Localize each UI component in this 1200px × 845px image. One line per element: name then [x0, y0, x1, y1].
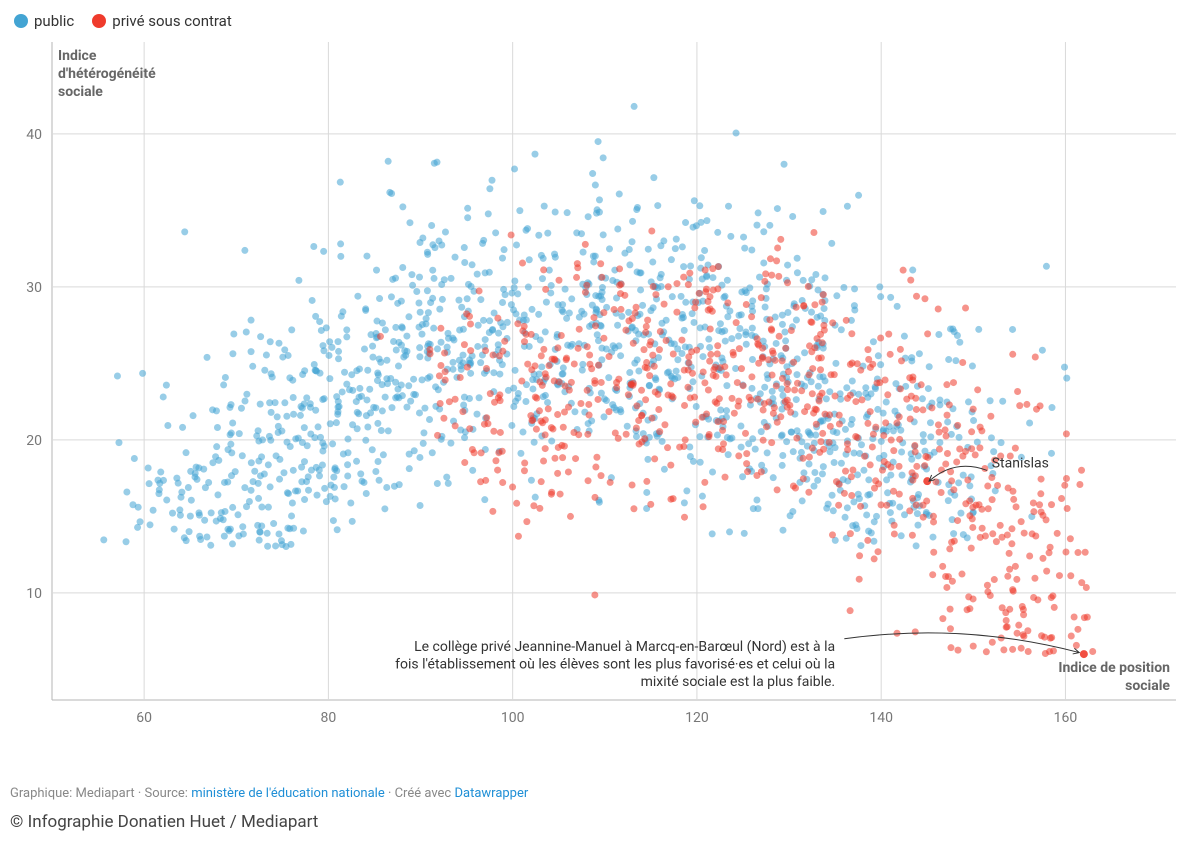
legend: public privé sous contrat	[14, 12, 232, 30]
legend-swatch-public	[14, 14, 28, 28]
svg-text:30: 30	[26, 280, 42, 296]
svg-text:40: 40	[26, 127, 42, 143]
footer-credit: Graphique: Mediapart · Source: ministère…	[10, 786, 528, 801]
copyright: © Infographie Donatien Huet / Mediapart	[10, 812, 318, 832]
svg-text:Indiced'hétérogénéitésociale: Indiced'hétérogénéitésociale	[58, 48, 156, 100]
tool-link[interactable]: Datawrapper	[454, 786, 528, 801]
legend-label-prive: privé sous contrat	[112, 12, 231, 30]
scatter-plot: 60 80 100 120 140 160 10 20 30 40 Indiced'hétérogé…	[12, 38, 1188, 756]
svg-text:Stanislas: Stanislas	[992, 455, 1049, 471]
chart-wrapper: public privé sous contrat 60 80 100 120 140 1…	[0, 0, 1200, 845]
legend-item-public: public	[14, 12, 74, 30]
source-link[interactable]: ministère de l'éducation nationale	[191, 786, 385, 801]
svg-text:140: 140	[869, 710, 893, 726]
svg-text:80: 80	[321, 710, 337, 726]
svg-text:20: 20	[26, 433, 42, 449]
svg-text:160: 160	[1054, 710, 1078, 726]
footer-prefix: Graphique: Mediapart · Source:	[10, 786, 191, 801]
legend-label-public: public	[34, 12, 74, 30]
svg-text:120: 120	[685, 710, 709, 726]
legend-swatch-prive	[92, 14, 106, 28]
footer-middle: · Créé avec	[385, 786, 455, 801]
svg-text:Indice de positionsociale: Indice de positionsociale	[1058, 660, 1170, 694]
legend-item-prive: privé sous contrat	[92, 12, 231, 30]
svg-text:100: 100	[501, 710, 525, 726]
svg-text:10: 10	[26, 586, 42, 602]
svg-text:60: 60	[136, 710, 152, 726]
svg-text:Le collège privé Jeannine-Manu: Le collège privé Jeannine-Manuel à Marcq…	[395, 639, 835, 690]
